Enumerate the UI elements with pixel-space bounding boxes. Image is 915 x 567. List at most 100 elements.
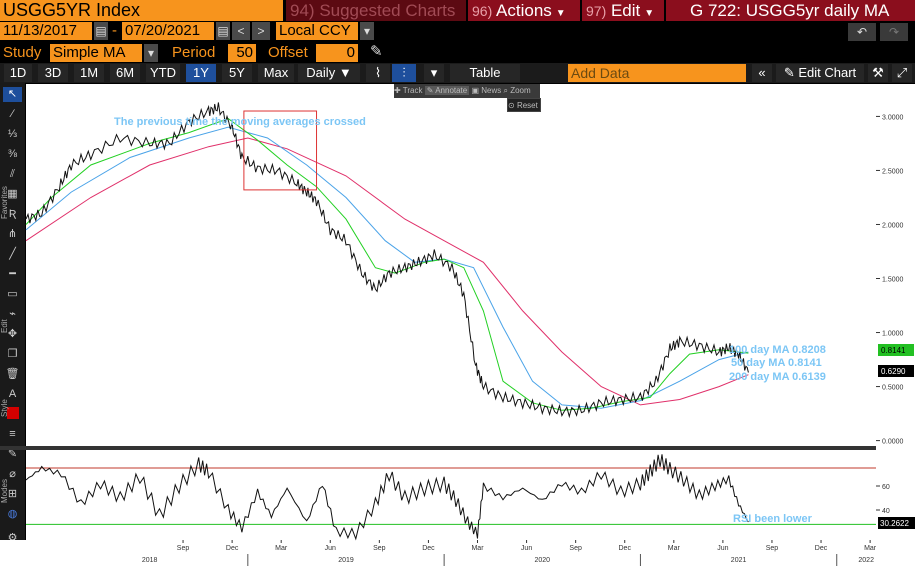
brush-icon[interactable]: ⌁ [9,308,16,320]
start-date-field[interactable]: 11/13/2017 [0,22,92,40]
cursor-icon[interactable]: ↖ [3,87,22,102]
chevron-down-icon[interactable]: ▾ [424,64,444,82]
collapse-icon[interactable]: « [752,64,772,82]
suggested-charts-menu[interactable]: 94) Suggested Charts [286,0,466,21]
calendar-icon[interactable]: ▤ [94,22,108,40]
fibonacci-icon[interactable]: ⅓ [7,128,18,140]
offset-field[interactable]: 0 [316,44,358,62]
region-icon[interactable]: ▦ [7,188,18,200]
range-button-5y[interactable]: 5Y [222,64,252,82]
panel-divider[interactable] [0,446,915,450]
track-button[interactable]: ✚ Track [394,86,423,95]
fib-fan-icon[interactable]: ⅜ [7,148,18,160]
title-bar: USGG5YR Index 94) Suggested Charts 96) A… [0,0,915,22]
x-year-label: 2018 [142,557,158,564]
hline-icon[interactable]: ━ [9,268,16,280]
edit-mode-icon[interactable]: ✎ [7,448,18,460]
end-date-field[interactable]: 07/20/2021 [122,22,214,40]
chevron-left-icon[interactable]: < [232,22,250,40]
news-label: News [481,86,502,95]
reset-button[interactable]: ⊙ Reset [507,98,541,112]
color-swatch-icon[interactable] [3,407,22,422]
annotate-button[interactable]: ✎ Annotate [424,86,470,95]
price-panel[interactable] [26,84,876,446]
trendline-icon[interactable]: ╱ [9,248,16,260]
zoom-button[interactable]: ⌕ Zoom [503,86,531,95]
duplicate-icon[interactable]: ❐ [7,348,18,360]
line-chart-icon[interactable]: ⌇ [366,64,390,82]
line-tool-icon[interactable]: ∕ [11,108,14,120]
ma100-annotation: 100 day MA 0.8208 [729,344,826,356]
table-button[interactable]: Table [450,64,520,82]
edit-chart-button[interactable]: ✎ Edit Chart [776,64,864,82]
x-year-label: 2019 [338,557,354,564]
x-tick-label: Mar [864,545,877,552]
period-label: Period [172,44,216,61]
news-button[interactable]: ▣ News [471,86,502,95]
range-button-1m[interactable]: 1M [74,64,104,82]
x-tick-label: Jun [521,545,532,552]
crossover-annotation: The previous time the moving averages cr… [114,116,366,128]
y-tick-label: 1.0000 [882,331,904,338]
text-icon[interactable]: A [8,388,17,400]
chart-mode-bar: ✚ Track ✎ Annotate ▣ News ⌕ Zoom [394,84,540,98]
palette-icon[interactable]: ◍ [7,508,18,520]
range-button-3d[interactable]: 3D [38,64,68,82]
ma200-line [25,137,749,406]
hide-icon[interactable]: ⌀ [9,468,16,480]
range-button-1d[interactable]: 1D [4,64,32,82]
range-button-6m[interactable]: 6M [110,64,140,82]
redo-icon[interactable]: ↷ [880,23,908,41]
rsi-panel[interactable] [26,450,876,540]
actions-menu[interactable]: 96) Actions ▼ [468,0,580,21]
study-select[interactable]: Simple MA [50,44,142,62]
bar-chart-icon[interactable]: ⫶ [392,64,416,82]
x-tick-label: Sep [177,545,190,552]
zoom-label: Zoom [510,86,531,95]
settings-icon[interactable]: ⚒ [868,64,888,82]
x-tick-label: Mar [668,545,681,552]
x-tick-label: Dec [619,545,632,552]
date-separator: - [112,22,117,39]
delete-icon[interactable]: 🗑 [5,368,20,380]
move-icon[interactable]: ✥ [7,328,18,340]
range-button-ytd[interactable]: YTD [146,64,180,82]
chevron-down-icon[interactable]: ▾ [360,22,374,40]
rsi-y-tick-label: 40 [882,508,890,515]
y-axis-panel [876,84,915,540]
x-tick-label: Mar [471,545,484,552]
chevron-right-icon[interactable]: > [252,22,270,40]
line-style-icon[interactable]: ≡ [9,428,16,440]
suggested-charts-label: Suggested Charts [319,1,456,20]
add-data-input[interactable]: Add Data [568,64,746,82]
range-button-max[interactable]: Max [258,64,294,82]
range-button-1y[interactable]: 1Y [186,64,216,82]
channel-icon[interactable]: ⫽ [10,168,15,180]
pencil-icon[interactable]: ✎ [370,43,383,60]
ticker-field[interactable]: USGG5YR Index [0,0,283,21]
calendar-icon[interactable]: ▤ [216,22,230,40]
x-year-label: 2022 [858,557,874,564]
layers-icon[interactable]: ⊞ [7,488,18,500]
y-tick-label: 2.5000 [882,168,904,175]
currency-select[interactable]: Local CCY [276,22,358,40]
retracement-icon[interactable]: Ʀ [8,208,17,220]
x-tick-label: Dec [815,545,828,552]
rectangle-icon[interactable]: ▭ [7,288,18,300]
rsi-line [25,454,749,541]
y-tick-label: 0.0000 [882,439,904,446]
y-tick-label: 3.0000 [882,114,904,121]
gear-icon[interactable]: ⚙ [7,532,18,544]
x-year-label: 2020 [534,557,550,564]
pitchfork-icon[interactable]: ⋔ [7,228,18,240]
chevron-down-icon: ▼ [644,8,655,19]
frequency-select[interactable]: Daily ▼ [298,64,360,82]
ma50-annotation: 50 day MA 0.8141 [731,357,822,369]
chevron-down-icon[interactable]: ▾ [144,44,158,62]
period-field[interactable]: 50 [228,44,256,62]
undo-icon[interactable]: ↶ [848,23,876,41]
x-tick-label: Jun [717,545,728,552]
edit-menu[interactable]: 97) Edit ▼ [582,0,664,21]
expand-icon[interactable]: ⤢ [892,64,912,82]
